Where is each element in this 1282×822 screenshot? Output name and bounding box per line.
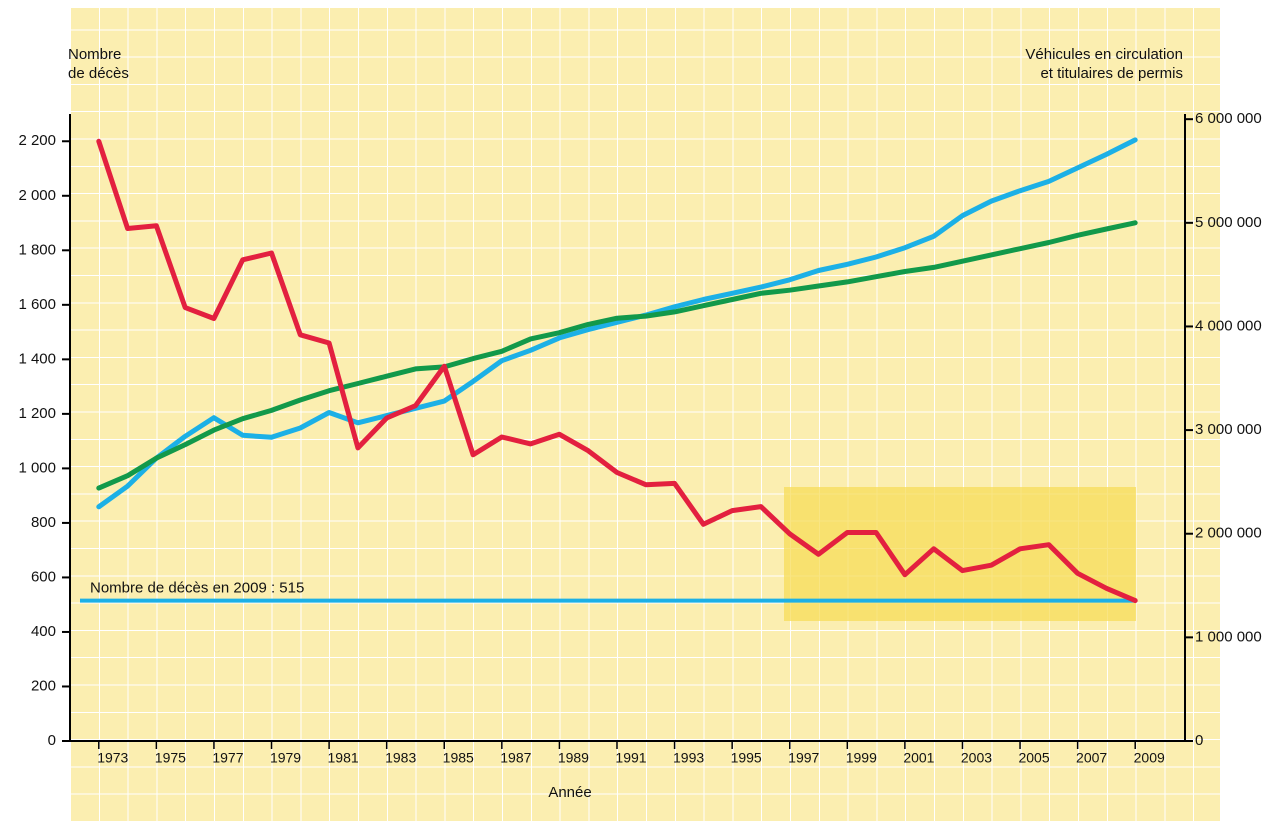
y-tick-label: 0: [48, 732, 56, 749]
y2-axis-label: Véhicules en circulation: [1025, 46, 1183, 63]
x-tick-label: 2009: [1134, 750, 1165, 766]
y-tick-label: 1 000: [18, 459, 56, 476]
y2-tick-label: 5 000 000: [1195, 214, 1262, 231]
y2-tick-label: 4 000 000: [1195, 317, 1262, 334]
y2-tick-label: 2 000 000: [1195, 525, 1262, 542]
x-tick-label: 1987: [500, 750, 531, 766]
x-tick-label: 1991: [615, 750, 646, 766]
x-tick-label: 1993: [673, 750, 704, 766]
y-tick-label: 1 600: [18, 296, 56, 313]
y-tick-label: 2 200: [18, 132, 56, 149]
reference-label: Nombre de décès en 2009 : 515: [90, 580, 304, 597]
x-tick-label: 1973: [97, 750, 128, 766]
x-tick-label: 2003: [961, 750, 992, 766]
y2-tick-label: 0: [1195, 732, 1203, 749]
x-axis-label: Année: [548, 784, 591, 801]
x-tick-label: 1983: [385, 750, 416, 766]
y-axis-label: Nombre: [68, 46, 121, 63]
x-tick-label: 1979: [270, 750, 301, 766]
y-tick-label: 800: [31, 514, 56, 531]
data-line: [96, 137, 1138, 510]
y2-axis-label: et titulaires de permis: [1040, 65, 1183, 82]
y-tick-label: 2 000: [18, 187, 56, 204]
x-tick-label: 1997: [788, 750, 819, 766]
background: [70, 8, 1220, 822]
x-tick-label: 2005: [1018, 750, 1049, 766]
y-tick-label: 600: [31, 568, 56, 585]
y-tick-label: 1 800: [18, 241, 56, 258]
y2-tick-label: 6 000 000: [1195, 110, 1262, 127]
y-tick-label: 1 200: [18, 405, 56, 422]
x-tick-label: 2001: [903, 750, 934, 766]
x-tick-label: 1989: [558, 750, 589, 766]
x-tick-label: 1981: [328, 750, 359, 766]
y2-tick-label: 3 000 000: [1195, 421, 1262, 438]
x-tick-label: 1999: [846, 750, 877, 766]
y-axis-label: de décès: [68, 65, 129, 82]
y-tick-label: 400: [31, 623, 56, 640]
x-tick-label: 1977: [212, 750, 243, 766]
x-tick-label: 2007: [1076, 750, 1107, 766]
y-tick-label: 200: [31, 677, 56, 694]
data-line: [96, 220, 1138, 491]
x-tick-label: 1975: [155, 750, 186, 766]
x-tick-label: 1985: [443, 750, 474, 766]
x-tick-label: 1995: [731, 750, 762, 766]
y-tick-label: 1 400: [18, 350, 56, 367]
y2-tick-label: 1 000 000: [1195, 628, 1262, 645]
data-line: [96, 138, 1138, 604]
